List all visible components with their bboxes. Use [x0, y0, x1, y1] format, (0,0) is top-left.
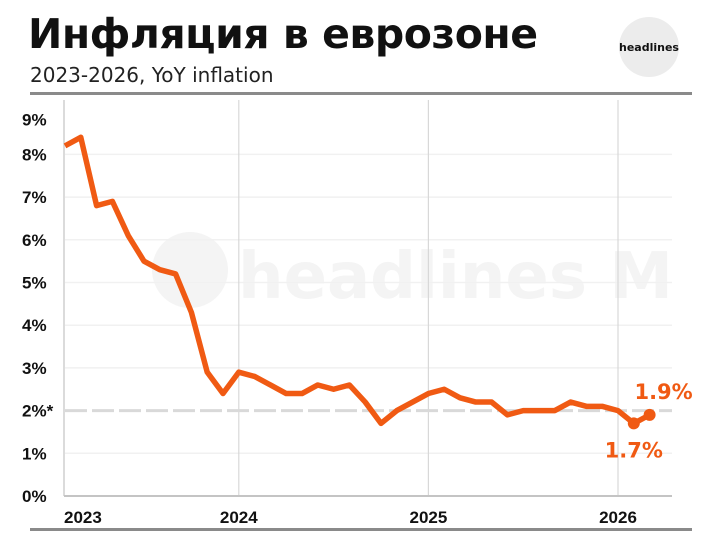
page-subtitle: 2023-2026, YoY inflation: [30, 63, 274, 87]
headlines-logo: headlines: [619, 17, 679, 77]
y-tick-label: 5%: [22, 274, 47, 293]
y-tick-label: 9%: [22, 111, 47, 130]
x-tick-label: 2025: [409, 508, 447, 527]
y-tick-label: 6%: [22, 231, 47, 250]
highlight-point: [627, 417, 640, 430]
watermark: headlines M: [152, 232, 673, 314]
x-tick-label: 2024: [220, 508, 258, 527]
highlight-point: [643, 408, 656, 421]
value-label: 1.7%: [605, 438, 663, 462]
watermark-text: headlines M: [238, 240, 673, 314]
value-label: 1.9%: [634, 380, 692, 404]
x-tick-label: 2023: [64, 508, 102, 527]
y-tick-label: 4%: [22, 316, 47, 335]
x-tick-label: 2026: [599, 508, 637, 527]
watermark-logo-icon: [152, 232, 228, 308]
bottom-divider: [30, 528, 692, 531]
y-tick-label: 8%: [22, 145, 47, 164]
y-tick-label: 2%*: [22, 402, 54, 421]
page-title: Инфляция в еврозоне: [28, 10, 538, 58]
y-tick-label: 7%: [22, 188, 47, 207]
y-tick-label: 0%: [22, 487, 47, 506]
inflation-series-line: [63, 134, 651, 427]
y-tick-label: 1%: [22, 444, 47, 463]
y-tick-label: 3%: [22, 359, 47, 378]
top-divider: [30, 92, 692, 95]
